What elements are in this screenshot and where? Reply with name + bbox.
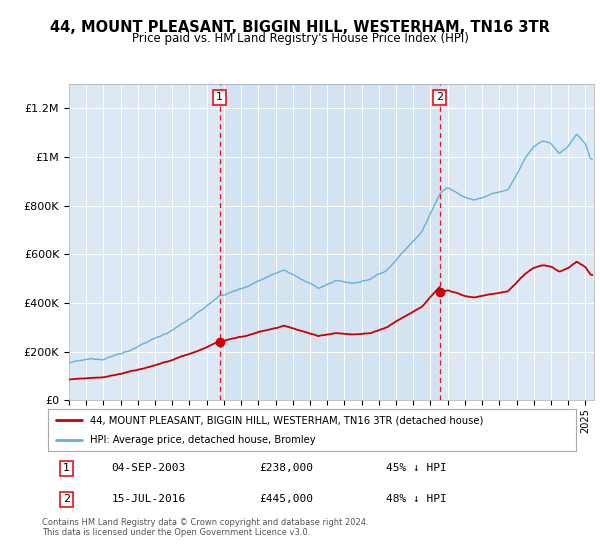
Text: 48% ↓ HPI: 48% ↓ HPI	[386, 494, 446, 505]
Text: 2: 2	[436, 92, 443, 102]
Text: 1: 1	[216, 92, 223, 102]
Text: Contains HM Land Registry data © Crown copyright and database right 2024.
This d: Contains HM Land Registry data © Crown c…	[42, 518, 368, 538]
Bar	[220, 84, 440, 400]
Text: 04-SEP-2003: 04-SEP-2003	[112, 463, 185, 473]
Text: £445,000: £445,000	[259, 494, 313, 505]
Text: 44, MOUNT PLEASANT, BIGGIN HILL, WESTERHAM, TN16 3TR: 44, MOUNT PLEASANT, BIGGIN HILL, WESTERH…	[50, 20, 550, 35]
Text: 1: 1	[63, 463, 70, 473]
Text: 2: 2	[63, 494, 70, 505]
Text: 44, MOUNT PLEASANT, BIGGIN HILL, WESTERHAM, TN16 3TR (detached house): 44, MOUNT PLEASANT, BIGGIN HILL, WESTERH…	[90, 415, 484, 425]
Text: 15-JUL-2016: 15-JUL-2016	[112, 494, 185, 505]
Text: Price paid vs. HM Land Registry's House Price Index (HPI): Price paid vs. HM Land Registry's House …	[131, 32, 469, 45]
Text: HPI: Average price, detached house, Bromley: HPI: Average price, detached house, Brom…	[90, 435, 316, 445]
Text: 45% ↓ HPI: 45% ↓ HPI	[386, 463, 446, 473]
Text: £238,000: £238,000	[259, 463, 313, 473]
